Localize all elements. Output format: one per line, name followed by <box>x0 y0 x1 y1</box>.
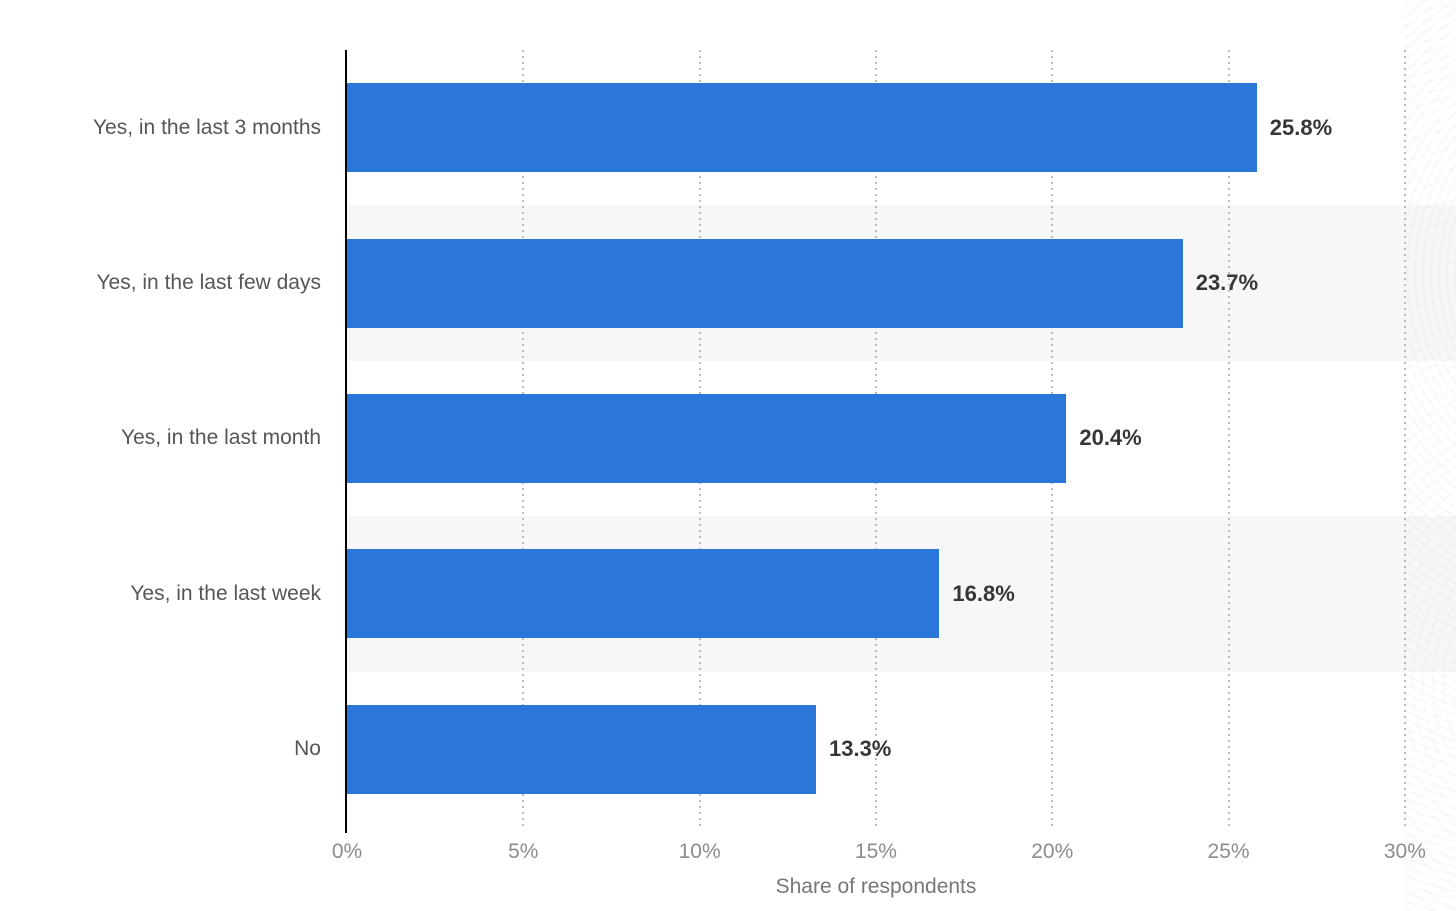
x-tick-label: 20% <box>1031 840 1074 863</box>
bar <box>347 238 1183 328</box>
x-tick-label: 30% <box>1383 840 1426 863</box>
x-tick-label: 15% <box>854 840 897 863</box>
bar-track: 13.3% <box>347 672 1456 827</box>
bar-track: 20.4% <box>347 361 1456 516</box>
category-label: Yes, in the last 3 months <box>92 115 321 139</box>
bar <box>347 549 940 639</box>
x-tick-label: 0% <box>331 840 363 863</box>
x-axis-ticks: 0% 5% 10% 15% 20% 25% 30% <box>332 840 1456 868</box>
bar-value-label: 23.7% <box>1195 270 1259 296</box>
gridline <box>1227 50 1230 831</box>
category-label: Yes, in the last week <box>130 581 321 605</box>
x-tick-label: 10% <box>678 840 721 863</box>
chart-row: Yes, in the last week 16.8% <box>0 516 1456 671</box>
bar-track: 23.7% <box>347 205 1456 360</box>
chart-row: Yes, in the last few days 23.7% <box>0 205 1456 360</box>
y-axis-line <box>345 50 347 833</box>
bar-value-label: 13.3% <box>828 736 892 762</box>
x-tick-label: 5% <box>508 840 539 863</box>
x-axis-title: Share of respondents <box>775 875 977 898</box>
bar <box>347 704 816 794</box>
category-label: No <box>294 737 321 761</box>
category-label: Yes, in the last month <box>120 426 321 450</box>
chart-row: Yes, in the last month 20.4% <box>0 361 1456 516</box>
bar-track: 16.8% <box>347 516 1456 671</box>
x-tick-label: 25% <box>1207 840 1250 863</box>
bar-value-label: 25.8% <box>1269 114 1333 140</box>
bar-value-label: 20.4% <box>1079 425 1142 451</box>
category-label: Yes, in the last few days <box>96 271 321 295</box>
chart-row: No 13.3% <box>0 672 1456 827</box>
bar-rows: Yes, in the last 3 months 25.8% Yes, in th… <box>0 50 1456 827</box>
bar-track: 25.8% <box>347 50 1456 205</box>
chart-row: Yes, in the last 3 months 25.8% <box>0 50 1456 205</box>
bar-value-label: 16.8% <box>952 580 1015 606</box>
bar <box>347 393 1067 483</box>
gridline <box>1403 50 1406 831</box>
bar <box>347 83 1257 173</box>
